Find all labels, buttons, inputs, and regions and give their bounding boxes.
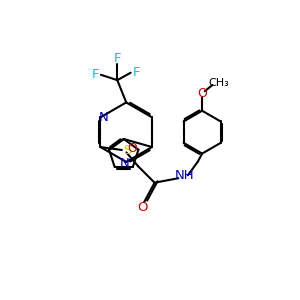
Text: CH₃: CH₃: [209, 78, 230, 88]
Text: O: O: [137, 202, 148, 214]
Text: F: F: [92, 68, 99, 81]
Text: N: N: [120, 157, 130, 170]
Text: S: S: [123, 143, 131, 157]
Text: O: O: [197, 87, 207, 100]
Text: NH: NH: [175, 169, 195, 182]
Text: F: F: [114, 52, 121, 65]
Text: O: O: [128, 142, 137, 155]
Text: F: F: [132, 66, 140, 79]
Text: N: N: [99, 111, 109, 124]
